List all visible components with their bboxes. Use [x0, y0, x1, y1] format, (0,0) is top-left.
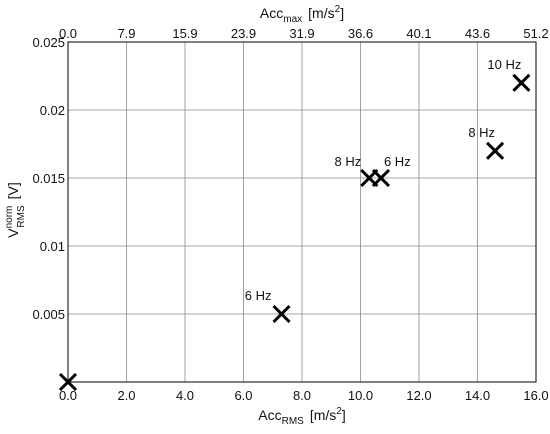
x-top-tick-label: 43.6 — [465, 26, 490, 41]
grid-lines — [68, 42, 536, 382]
tick-labels: 0.0 0.0 2.0 7.9 4.0 15.9 6.0 23.9 8.0 31.9 10.0 36.… — [32, 26, 548, 403]
x-tick-label: 12.0 — [406, 388, 431, 403]
y-tick-label: 0.01 — [40, 239, 65, 254]
x-bottom-axis-label: AccRMS [m/s2] — [258, 406, 345, 427]
data-point-marker — [58, 372, 78, 392]
x-top-axis-label: Accmax [m/s2] — [260, 4, 344, 25]
x-top-tick-label: 40.1 — [406, 26, 431, 41]
x-top-tick-label: 23.9 — [231, 26, 256, 41]
y-axis-label: VnormRMS[V] — [4, 182, 27, 238]
point-annotation: 10 Hz — [487, 57, 521, 72]
y-tick-label: 0.02 — [40, 103, 65, 118]
x-top-tick-label: 15.9 — [172, 26, 197, 41]
x-top-tick-label: 31.9 — [289, 26, 314, 41]
x-tick-label: 16.0 — [523, 388, 548, 403]
data-point-marker — [485, 141, 505, 160]
y-tick-label: 0.005 — [32, 307, 65, 322]
x-tick-label: 0.0 — [59, 388, 77, 403]
plot-frame — [67, 41, 537, 383]
x-top-tick-label: 0.0 — [59, 26, 77, 41]
x-tick-label: 2.0 — [117, 388, 135, 403]
x-tick-label: 14.0 — [465, 388, 490, 403]
point-annotation: 8 Hz — [335, 154, 362, 169]
data-points: 6 Hz 8 Hz 6 Hz 8 Hz 10 Hz — [58, 57, 531, 392]
data-point-marker — [371, 168, 391, 188]
x-tick-label: 4.0 — [176, 388, 194, 403]
x-tick-label: 6.0 — [234, 388, 252, 403]
x-top-tick-label: 7.9 — [117, 26, 135, 41]
point-annotation: 6 Hz — [384, 154, 411, 169]
data-point-marker — [272, 304, 291, 324]
x-top-tick-label: 36.6 — [348, 26, 373, 41]
y-tick-label: 0.025 — [32, 35, 65, 50]
point-annotation: 8 Hz — [468, 125, 495, 140]
point-annotation: 6 Hz — [245, 288, 272, 303]
data-point-marker — [512, 73, 531, 92]
x-top-tick-label: 51.2 — [523, 26, 548, 41]
x-tick-label: 10.0 — [348, 388, 373, 403]
x-tick-label: 8.0 — [293, 388, 311, 403]
y-tick-label: 0.015 — [32, 171, 65, 186]
